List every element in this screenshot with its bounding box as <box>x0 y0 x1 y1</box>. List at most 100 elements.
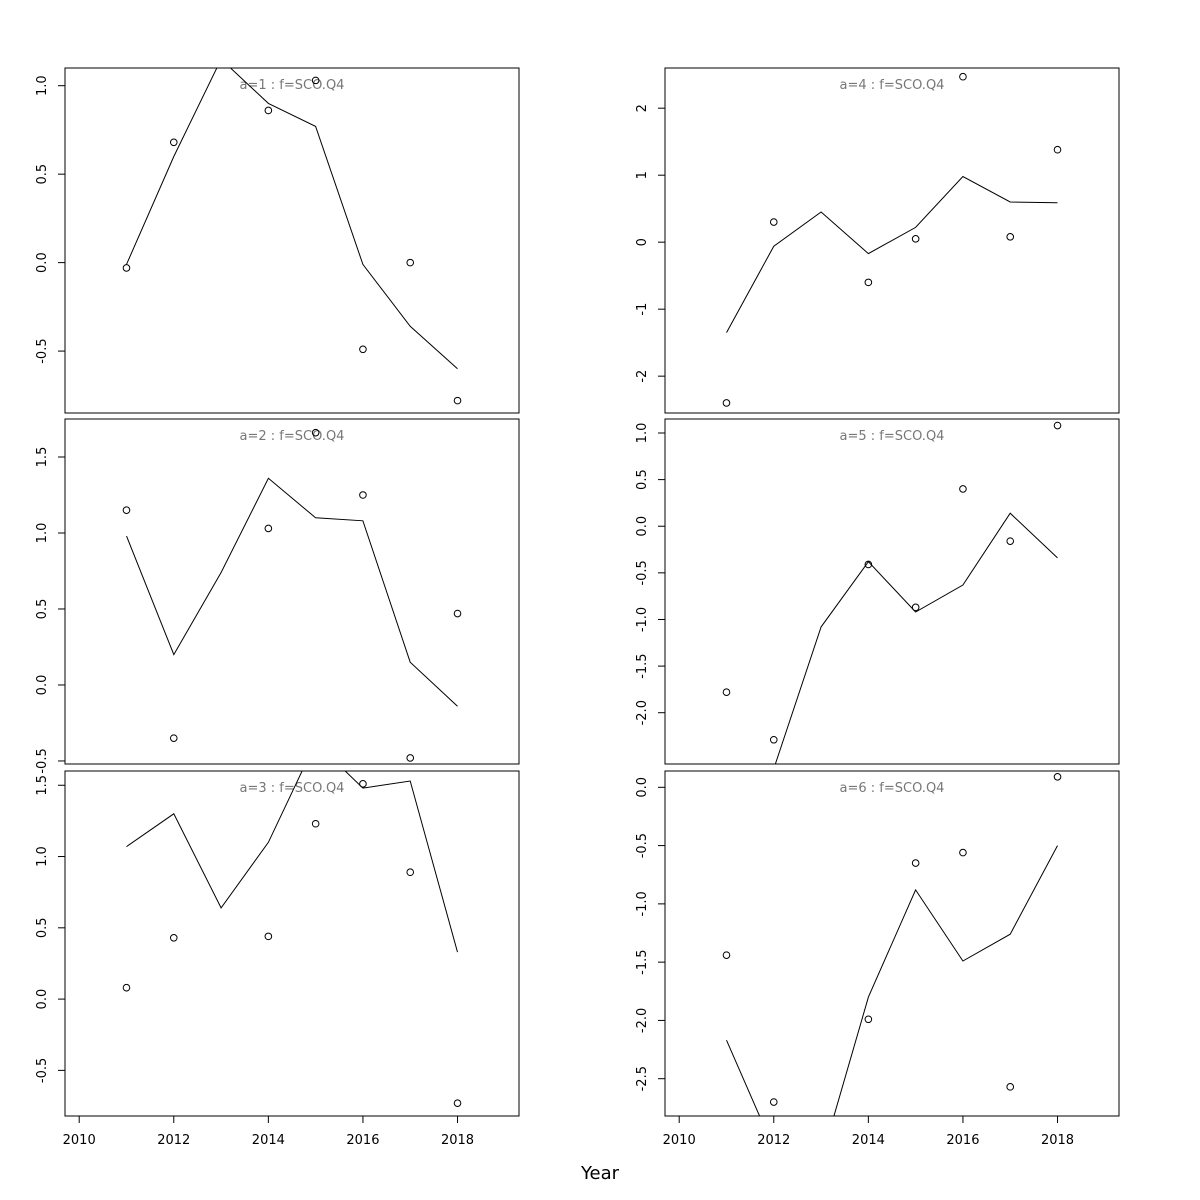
panel-5: -2.0 -1.5 -1.0 -0.5 0.0 0.5 1.0 a=5 : f=SCO.Q4 <box>635 418 1120 765</box>
observed-point <box>311 819 320 828</box>
x-tick-label: 2016 <box>346 1133 379 1148</box>
panel-1: -0.50.00.51.0 a=1 : f=SCO.Q4 <box>35 67 520 414</box>
observed-point <box>453 1099 462 1107</box>
observed-point <box>1006 233 1015 241</box>
y-tick-label: 1.0 <box>35 75 50 96</box>
observed-point <box>1053 421 1062 430</box>
y-tick-label: 0.5 <box>35 917 50 938</box>
observed-point <box>911 235 920 243</box>
observed-point <box>453 609 462 618</box>
observed-point <box>1053 773 1062 781</box>
observed-point <box>264 106 273 115</box>
observed-point <box>769 1098 778 1106</box>
y-tick-label: 1.5 <box>35 447 50 468</box>
y-tick-label: -0.5 <box>635 560 650 585</box>
y-tick-label: 1.0 <box>635 423 650 444</box>
x-tick-label: 2014 <box>252 1133 285 1148</box>
x-tick-label: 2010 <box>63 1133 96 1148</box>
y-tick-label: -2 <box>635 370 650 383</box>
observed-point <box>1006 1083 1015 1091</box>
fitted-line <box>726 845 1058 1116</box>
x-tick-label: 2010 <box>663 1133 696 1148</box>
x-tick-label: 2018 <box>1041 1133 1074 1148</box>
observed-point <box>959 848 967 857</box>
y-tick-label: 0.0 <box>35 989 50 1010</box>
fitted-line <box>726 175 1058 333</box>
observed-point <box>169 933 178 942</box>
observed-point <box>864 1015 873 1024</box>
panel-frame-5 <box>664 418 1120 765</box>
y-tick-label: -0.5 <box>635 833 650 858</box>
observed-point <box>1006 537 1015 545</box>
y-tick-label: 1.5 <box>35 775 50 796</box>
observed-point <box>311 76 320 85</box>
y-tick-label: -0.5 <box>35 338 50 363</box>
observed-point <box>453 396 462 405</box>
y-tick-label: -2.0 <box>635 1008 650 1033</box>
observed-point <box>864 278 873 287</box>
panel-title: a=2 : f=SCO.Q4 <box>240 429 345 444</box>
y-tick-label: 0.0 <box>635 777 650 798</box>
panel-frame-3 <box>64 770 520 1117</box>
x-tick-label: 2012 <box>757 1133 790 1148</box>
observed-point <box>264 524 273 533</box>
fitted-line <box>126 477 458 707</box>
panel-6: -2.5 -2.0 -1.5 -1.0 -0.5 0.0 2010 2012 2014 2016 2… <box>635 770 1120 1148</box>
observed-point <box>864 560 873 569</box>
panel-title: a=3 : f=SCO.Q4 <box>240 781 345 796</box>
y-tick-label: -2.0 <box>635 700 650 725</box>
y-tick-label: -1.0 <box>635 891 650 916</box>
y-tick-label: 1.0 <box>35 523 50 544</box>
observed-point <box>722 688 731 697</box>
y-tick-label: 0.0 <box>35 675 50 696</box>
observed-point <box>722 399 731 407</box>
panel-title: a=4 : f=SCO.Q4 <box>840 78 945 93</box>
fitted-line <box>774 512 1058 764</box>
y-tick-label: -2.5 <box>635 1066 650 1091</box>
y-tick-label: 1 <box>635 171 650 179</box>
y-tick-label: -1.0 <box>635 607 650 632</box>
x-axis-label: Year <box>580 1163 620 1184</box>
observed-point <box>769 735 778 744</box>
observed-point <box>359 345 367 354</box>
fitted-line <box>126 68 458 370</box>
observed-point <box>959 485 967 493</box>
panel-frame-4 <box>664 67 1120 414</box>
x-tick-label: 2018 <box>441 1133 474 1148</box>
y-tick-label: 0 <box>635 238 650 246</box>
panel-frame-2 <box>64 418 520 765</box>
panel-4: -2 -1 0 1 2 a=4 : f=SCO.Q4 <box>635 67 1120 414</box>
observed-point <box>359 780 367 788</box>
x-tick-label: 2012 <box>157 1133 190 1148</box>
y-tick-label: 0.0 <box>35 252 50 273</box>
observed-point <box>911 603 920 612</box>
y-tick-label: -1 <box>635 303 650 316</box>
observed-point <box>264 932 273 941</box>
x-tick-label: 2016 <box>946 1133 979 1148</box>
y-tick-label: -0.5 <box>35 748 50 773</box>
observed-point <box>1053 145 1062 154</box>
y-tick-label: 2 <box>635 104 650 112</box>
observed-point <box>406 868 415 877</box>
y-tick-label: 1.0 <box>35 846 50 867</box>
observed-point <box>959 72 967 81</box>
y-tick-label: 0.0 <box>635 516 650 537</box>
x-tick-label: 2014 <box>852 1133 885 1148</box>
observed-point <box>122 983 131 992</box>
y-tick-label: -1.5 <box>635 949 650 974</box>
panel-frame-1 <box>64 67 520 414</box>
observed-point <box>406 754 415 762</box>
y-tick-label: -0.5 <box>35 1058 50 1083</box>
observed-point <box>911 859 920 867</box>
observed-point <box>169 138 178 147</box>
observed-point <box>311 428 320 437</box>
y-tick-label: 0.5 <box>635 469 650 490</box>
observed-point <box>169 734 178 742</box>
observed-point <box>722 951 731 959</box>
y-tick-label: -1.5 <box>635 653 650 678</box>
panel-title: a=5 : f=SCO.Q4 <box>840 429 945 444</box>
y-tick-label: 0.5 <box>35 164 50 185</box>
fitted-line <box>126 771 458 953</box>
observed-point <box>769 218 778 226</box>
